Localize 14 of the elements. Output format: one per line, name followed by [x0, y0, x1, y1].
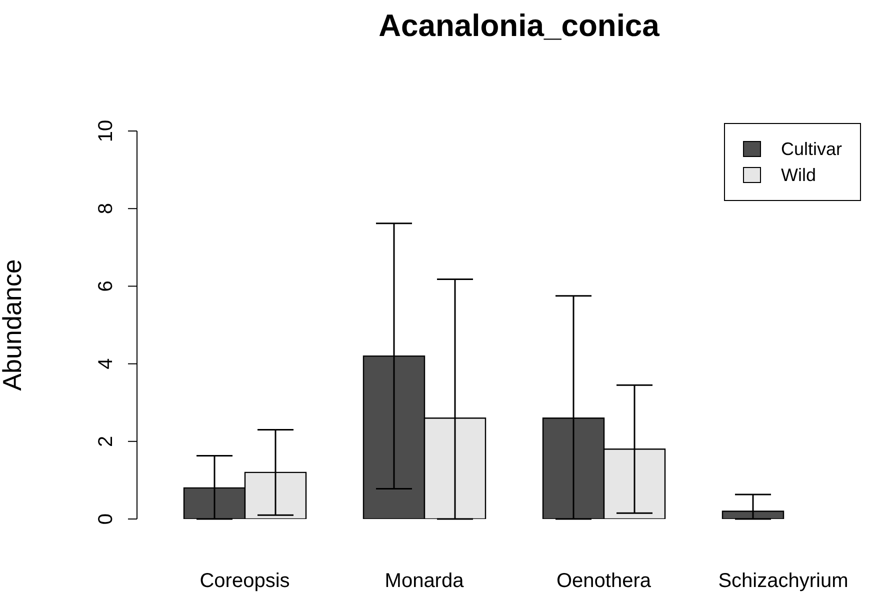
- y-tick-label: 8: [95, 203, 117, 214]
- y-tick-label: 0: [95, 513, 117, 525]
- x-tick-label: Monarda: [384, 570, 465, 592]
- y-axis-title: Abundance: [0, 259, 28, 391]
- x-tick-label: Oenothera: [556, 570, 652, 592]
- chart-title: Acanalonia_conica: [378, 8, 660, 44]
- legend-label: Wild: [781, 164, 816, 186]
- x-tick-label: Coreopsis: [200, 570, 290, 592]
- x-tick-label: Schizachyrium: [718, 570, 848, 592]
- legend-label: Cultivar: [781, 138, 842, 160]
- y-tick-label: 4: [95, 358, 117, 370]
- y-tick-label: 10: [95, 120, 117, 142]
- y-tick-label: 2: [95, 436, 117, 447]
- y-tick-label: 6: [95, 280, 117, 292]
